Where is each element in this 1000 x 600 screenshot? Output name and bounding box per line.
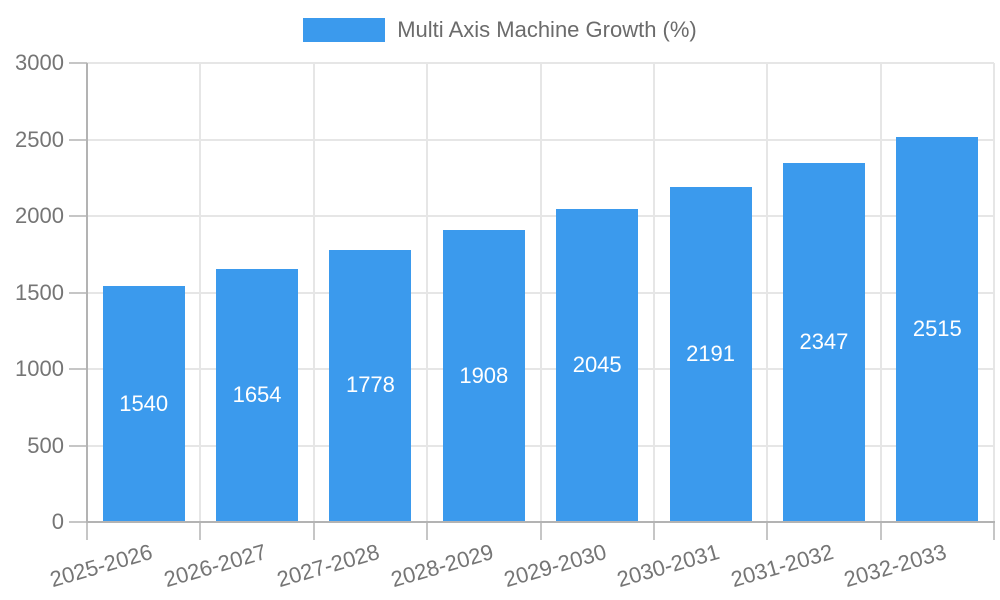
bar-value-label: 1540	[119, 390, 169, 416]
y-tick-mark	[69, 138, 87, 141]
x-tick-label: 2026-2027	[160, 539, 269, 593]
bar[interactable]: 1654	[216, 268, 299, 521]
x-tick-mark	[86, 522, 88, 540]
y-axis-line	[86, 63, 88, 523]
bar-value-label: 1908	[459, 362, 509, 388]
y-tick-label: 3000	[15, 50, 64, 75]
x-tick-mark	[879, 522, 882, 540]
y-tick-label: 1000	[15, 356, 64, 381]
legend-item[interactable]: Multi Axis Machine Growth (%)	[303, 18, 697, 42]
bar[interactable]: 2045	[556, 209, 639, 521]
x-gridline	[993, 63, 995, 522]
bar[interactable]: 1540	[102, 286, 185, 521]
y-tick-label: 2500	[15, 126, 64, 152]
bar-value-label: 2347	[799, 328, 849, 354]
x-tick-label: 2029-2030	[501, 539, 610, 593]
x-tick-mark	[993, 522, 995, 540]
x-tick-mark	[426, 522, 429, 540]
x-tick-label: 2030-2031	[614, 539, 723, 593]
bar-value-label: 2191	[686, 340, 736, 366]
x-tick-label: 2025-2026	[47, 539, 156, 593]
bar[interactable]: 2347	[782, 162, 865, 521]
x-tick-mark	[199, 522, 202, 540]
x-tick-mark	[539, 522, 542, 540]
x-tick-mark	[766, 522, 769, 540]
x-axis-line	[86, 521, 995, 523]
bar[interactable]: 2191	[669, 186, 752, 521]
x-tick-label: 2028-2029	[387, 539, 496, 593]
bar[interactable]: 1908	[442, 230, 525, 521]
x-tick-label: 2031-2032	[727, 539, 836, 593]
x-gridline	[539, 63, 542, 522]
bar-value-label: 2045	[572, 352, 622, 378]
y-tick-mark	[69, 215, 87, 217]
x-gridline	[199, 63, 202, 522]
x-gridline	[426, 63, 429, 522]
y-tick-label: 500	[27, 432, 64, 458]
bar[interactable]: 1778	[329, 249, 412, 521]
legend: Multi Axis Machine Growth (%)	[0, 18, 1000, 42]
legend-swatch-icon	[303, 18, 386, 42]
y-tick-mark	[69, 444, 87, 447]
x-gridline	[312, 63, 315, 522]
y-tick-label: 0	[51, 509, 64, 534]
bar-value-label: 1654	[232, 381, 282, 407]
y-tick-mark	[69, 291, 87, 294]
legend-label: Multi Axis Machine Growth (%)	[397, 17, 697, 42]
x-tick-mark	[652, 522, 655, 540]
x-gridline	[766, 63, 769, 522]
x-tick-label: 2027-2028	[274, 539, 383, 593]
x-gridline	[879, 63, 882, 522]
x-tick-mark	[312, 522, 315, 540]
y-tick-label: 2000	[15, 203, 64, 228]
x-gridline	[652, 63, 655, 522]
y-tick-mark	[69, 521, 87, 523]
bar-value-label: 2515	[912, 316, 962, 342]
x-tick-label: 2032-2033	[841, 539, 950, 593]
y-tick-label: 1500	[15, 279, 64, 305]
bar[interactable]: 2515	[896, 137, 979, 521]
bar-value-label: 1778	[345, 372, 395, 398]
y-tick-mark	[69, 368, 87, 370]
y-tick-mark	[69, 62, 87, 64]
